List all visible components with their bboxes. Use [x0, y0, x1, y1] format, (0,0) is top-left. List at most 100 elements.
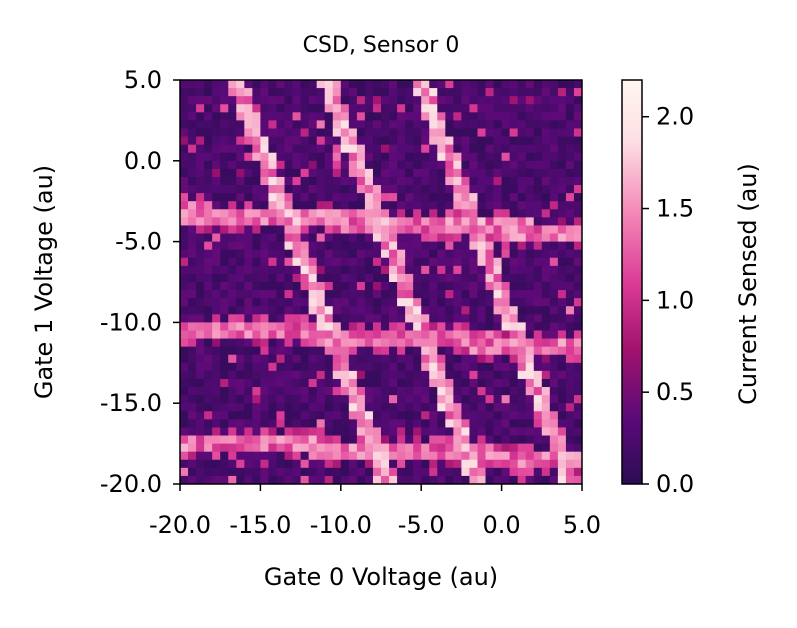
heatmap-cell	[421, 387, 430, 396]
heatmap-cell	[268, 128, 277, 137]
heatmap-cell	[292, 217, 301, 226]
heatmap-cell	[381, 80, 390, 89]
heatmap-cell	[397, 314, 406, 323]
heatmap-cell	[180, 395, 189, 404]
heatmap-cell	[541, 112, 551, 121]
heatmap-cell	[340, 201, 350, 210]
heatmap-cell	[421, 443, 430, 453]
heatmap-cell	[493, 168, 502, 178]
heatmap-cell	[525, 249, 535, 259]
heatmap-cell	[252, 306, 261, 315]
heatmap-cell	[541, 128, 551, 137]
heatmap-cell	[469, 378, 478, 388]
heatmap-cell	[485, 160, 494, 170]
heatmap-cell	[220, 322, 229, 331]
heatmap-cell	[252, 257, 261, 267]
heatmap-cell	[437, 362, 446, 372]
heatmap-cell	[300, 104, 310, 113]
heatmap-cell	[220, 435, 229, 444]
heatmap-cell	[364, 306, 374, 315]
heatmap-cell	[268, 176, 277, 186]
heatmap-cell	[573, 80, 583, 89]
heatmap-cell	[260, 249, 269, 259]
heatmap-cell	[252, 322, 261, 331]
heatmap-cell	[252, 225, 261, 234]
heatmap-cell	[557, 233, 567, 242]
heatmap-cell	[557, 443, 567, 453]
heatmap-cell	[565, 241, 575, 251]
heatmap-cell	[292, 370, 301, 380]
heatmap-cell	[541, 298, 551, 307]
heatmap-cell	[445, 419, 454, 428]
heatmap-cell	[541, 395, 551, 404]
heatmap-cell	[236, 290, 245, 299]
heatmap-cell	[533, 354, 543, 364]
heatmap-cell	[372, 193, 382, 202]
heatmap-cell	[316, 354, 326, 364]
heatmap-cell	[437, 201, 446, 210]
heatmap-cell	[292, 160, 301, 170]
heatmap-cell	[244, 290, 253, 299]
heatmap-cell	[381, 282, 390, 291]
heatmap-cell	[244, 451, 253, 461]
heatmap-cell	[316, 298, 326, 307]
heatmap-cell	[324, 96, 334, 105]
heatmap-cell	[517, 185, 527, 194]
heatmap-cell	[485, 338, 494, 348]
heatmap-cell	[517, 257, 527, 267]
heatmap-cell	[348, 411, 358, 420]
heatmap-cell	[268, 435, 277, 444]
heatmap-cell	[364, 201, 374, 210]
heatmap-cell	[573, 249, 583, 259]
heatmap-cell	[501, 443, 511, 453]
heatmap-cell	[517, 160, 527, 170]
heatmap-cell	[364, 443, 374, 453]
heatmap-cell	[429, 354, 438, 364]
heatmap-cell	[485, 209, 494, 218]
heatmap-cell	[517, 338, 527, 348]
heatmap-cell	[276, 128, 285, 137]
heatmap-cell	[236, 88, 245, 97]
heatmap-cell	[308, 411, 318, 420]
heatmap-cell	[565, 168, 575, 178]
heatmap-cell	[308, 290, 318, 299]
heatmap-cell	[196, 104, 205, 113]
heatmap-cell	[573, 314, 583, 323]
heatmap-cell	[429, 120, 438, 129]
heatmap-cell	[517, 201, 527, 210]
heatmap-cell	[453, 225, 462, 234]
heatmap-cell	[565, 144, 575, 154]
heatmap-cell	[292, 152, 301, 162]
heatmap-cell	[413, 322, 422, 331]
heatmap-cell	[308, 427, 318, 436]
heatmap-cell	[188, 273, 197, 283]
heatmap-cell	[236, 443, 245, 453]
heatmap-cell	[541, 419, 551, 428]
heatmap-cell	[204, 346, 213, 356]
heatmap-cell	[557, 282, 567, 291]
heatmap-cell	[244, 370, 253, 380]
heatmap-cell	[573, 346, 583, 356]
heatmap-cell	[356, 96, 366, 105]
heatmap-cell	[557, 314, 567, 323]
heatmap-cell	[565, 443, 575, 453]
heatmap-cell	[509, 403, 519, 412]
heatmap-cell	[405, 395, 414, 404]
heatmap-cell	[308, 225, 318, 234]
heatmap-cell	[389, 362, 398, 372]
heatmap-cell	[477, 144, 486, 154]
heatmap-cell	[236, 411, 245, 420]
heatmap-cell	[437, 330, 446, 339]
heatmap-cell	[501, 201, 511, 210]
heatmap-cell	[268, 120, 277, 129]
heatmap-cell	[461, 185, 470, 194]
heatmap-cell	[252, 443, 261, 453]
heatmap-cell	[397, 128, 406, 137]
heatmap-cell	[405, 120, 414, 129]
heatmap-cell	[260, 443, 269, 453]
heatmap-cell	[389, 120, 398, 129]
heatmap-cell	[284, 467, 293, 477]
heatmap-cell	[397, 152, 406, 162]
heatmap-cell	[340, 322, 350, 331]
heatmap-cell	[340, 128, 350, 137]
